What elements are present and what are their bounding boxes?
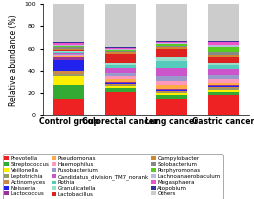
Bar (54, 74, 84, 76)
Bar (156, 43, 187, 44)
Bar (54, 85, 84, 99)
Bar (208, 90, 239, 92)
Bar (105, 92, 136, 115)
Bar (105, 50, 136, 51)
Legend: Prevotella, Streptococcus, Veillonella, Leptotrichia, Actinomyces, Neisseria, La: Prevotella, Streptococcus, Veillonella, … (3, 154, 223, 199)
Bar (105, 47, 136, 48)
Bar (54, 52, 84, 53)
Bar (54, 76, 84, 85)
Bar (208, 87, 239, 88)
Bar (105, 83, 136, 84)
Bar (105, 49, 136, 50)
Bar (54, 47, 84, 49)
Bar (208, 47, 239, 52)
Bar (54, 58, 84, 60)
Bar (208, 57, 239, 62)
Bar (208, 75, 239, 79)
Bar (105, 76, 136, 79)
Bar (105, 73, 136, 76)
Bar (208, 86, 239, 87)
Bar (156, 93, 187, 95)
Bar (156, 42, 187, 43)
Bar (208, 52, 239, 55)
Bar (54, 55, 84, 56)
Bar (156, 90, 187, 91)
Bar (54, 50, 84, 51)
Bar (105, 79, 136, 82)
Bar (208, 88, 239, 90)
Bar (208, 65, 239, 69)
Bar (156, 92, 187, 93)
Bar (54, 43, 84, 45)
Bar (156, 99, 187, 115)
Bar (156, 46, 187, 47)
Bar (54, 45, 84, 46)
Bar (208, 45, 239, 47)
Bar (54, 71, 84, 74)
Bar (208, 41, 239, 42)
Bar (105, 85, 136, 86)
Bar (156, 61, 187, 67)
Bar (208, 92, 239, 95)
Bar (105, 86, 136, 88)
Bar (54, 46, 84, 47)
Bar (54, 49, 84, 50)
Bar (54, 56, 84, 58)
Bar (208, 4, 239, 41)
Bar (208, 95, 239, 115)
Bar (105, 84, 136, 85)
Bar (156, 76, 187, 81)
Bar (156, 4, 187, 41)
Bar (156, 67, 187, 76)
Bar (105, 68, 136, 73)
Bar (156, 91, 187, 92)
Bar (156, 44, 187, 46)
Bar (208, 83, 239, 85)
Bar (156, 95, 187, 99)
Bar (54, 54, 84, 55)
Bar (105, 4, 136, 47)
Bar (105, 54, 136, 62)
Bar (208, 42, 239, 45)
Bar (156, 41, 187, 42)
Bar (54, 99, 84, 115)
Bar (208, 69, 239, 75)
Bar (105, 51, 136, 52)
Bar (54, 51, 84, 52)
Bar (54, 42, 84, 43)
Bar (105, 52, 136, 54)
Bar (156, 49, 187, 58)
Bar (105, 82, 136, 83)
Bar (208, 62, 239, 65)
Bar (208, 55, 239, 57)
Bar (54, 4, 84, 42)
Bar (156, 81, 187, 85)
Bar (54, 60, 84, 71)
Bar (105, 88, 136, 92)
Bar (105, 65, 136, 68)
Bar (156, 47, 187, 49)
Y-axis label: Relative abundance (%): Relative abundance (%) (9, 14, 18, 105)
Bar (105, 62, 136, 65)
Bar (208, 79, 239, 83)
Bar (105, 48, 136, 49)
Bar (208, 85, 239, 86)
Bar (156, 85, 187, 89)
Bar (156, 89, 187, 90)
Bar (54, 53, 84, 54)
Bar (156, 58, 187, 61)
